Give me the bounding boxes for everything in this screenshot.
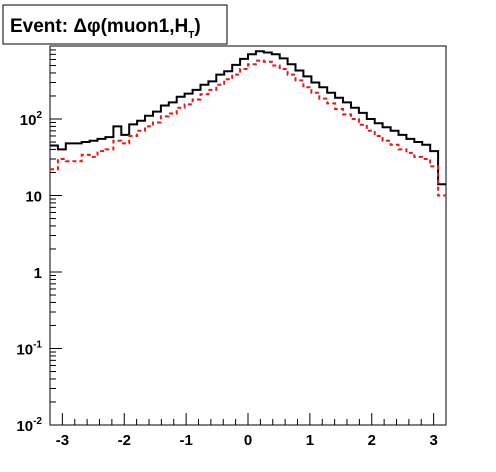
x-tick-label: -3: [56, 432, 69, 449]
x-tick-label: 2: [368, 432, 376, 449]
plot-frame: [49, 45, 447, 426]
chart-title-tail: H: [174, 16, 188, 37]
y-tick-label: 10-2: [16, 416, 42, 435]
series-line-1: [50, 50, 446, 186]
x-tick-label: 3: [429, 432, 437, 449]
chart-title-sub: T: [188, 30, 194, 41]
x-tick-label: -1: [179, 432, 192, 449]
chart-title: Event: Δφ(muon1,HT): [10, 16, 201, 41]
y-tick-label: 10-1: [16, 339, 42, 358]
x-tick-label: 1: [306, 432, 314, 449]
x-tick-label: 0: [244, 432, 252, 449]
series-line-2: [50, 59, 446, 197]
title-box: Event: Δφ(muon1,HT): [2, 4, 228, 45]
series-layer: [50, 50, 446, 197]
x-tick-label: -2: [118, 432, 131, 449]
axes: -3 -2 -1 0 1 2 3 10-2 10-1 1 10 102: [16, 45, 447, 449]
chart-title-close: ): [194, 16, 200, 37]
chart-title-main: Event: Δφ(muon1,: [10, 16, 174, 37]
y-tick-label: 1: [34, 265, 42, 282]
y-tick-label: 102: [20, 110, 43, 129]
title-frame: [2, 4, 228, 45]
y-tick-label: 10: [25, 188, 42, 205]
